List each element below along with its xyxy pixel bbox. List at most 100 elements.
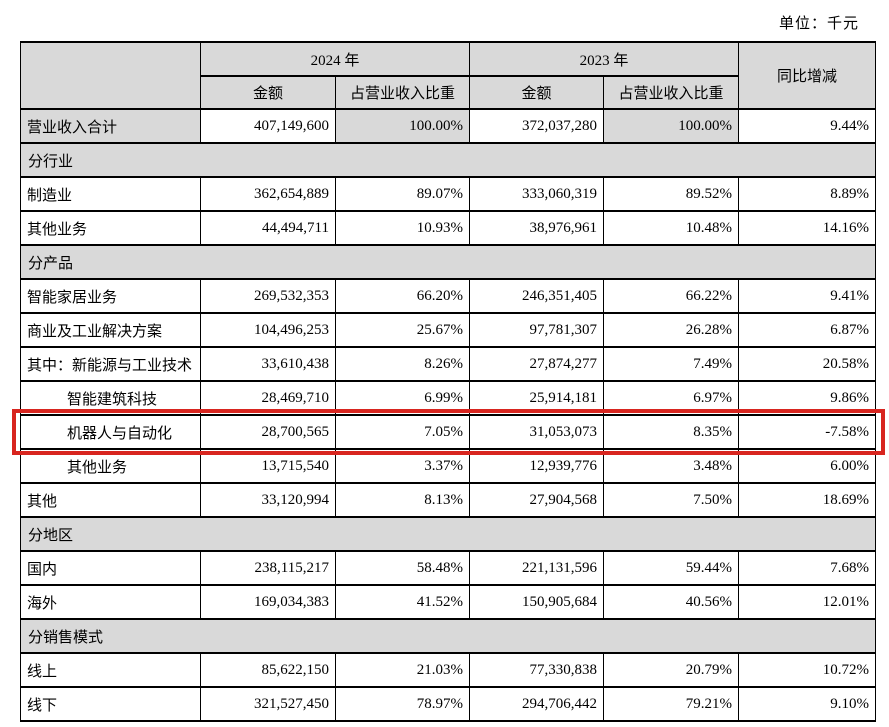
yoy-cell: 9.41% [738, 278, 877, 314]
highlighted-row: 机器人与自动化 28,700,565 7.05% 31,053,073 8.35% -7.… [20, 414, 877, 450]
yoy-cell: 10.72% [738, 652, 877, 688]
ratio-2023-cell: 26.28% [603, 312, 740, 348]
amount-2023-cell: 333,060,319 [469, 176, 605, 212]
row-label-cell: 国内 [20, 550, 201, 586]
ratio-2023-cell: 8.35% [603, 414, 740, 450]
header-amount-2023: 金额 [469, 75, 605, 110]
section-label-cell: 分销售模式 [19, 618, 877, 654]
table-row: 智能家居业务 269,532,353 66.20% 246,351,405 66.22%… [20, 278, 877, 314]
header-amount-2024: 金额 [200, 75, 336, 110]
section-row: 分产品 [19, 244, 877, 280]
yoy-cell: 7.68% [738, 550, 877, 586]
amount-2024-cell: 269,532,353 [200, 278, 336, 314]
amount-2024-cell: 169,034,383 [200, 584, 336, 620]
amount-2023-cell: 12,939,776 [469, 448, 605, 484]
ratio-2023-cell: 79.21% [603, 686, 740, 722]
section-label-cell: 分产品 [19, 244, 877, 280]
header-year-2024: 2024 年 [199, 41, 471, 77]
yoy-cell: 6.00% [738, 448, 877, 484]
row-label-cell: 机器人与自动化 [20, 414, 201, 450]
amount-2024-cell: 28,700,565 [200, 414, 336, 450]
yoy-cell: 9.86% [738, 380, 877, 416]
amount-2023-cell: 221,131,596 [469, 550, 605, 586]
amount-2024-cell: 33,610,438 [200, 346, 336, 382]
ratio-2024-cell: 41.52% [334, 584, 471, 620]
row-label-cell: 智能建筑科技 [20, 380, 201, 416]
amount-2024-cell: 321,527,450 [200, 686, 336, 722]
row-label-cell: 其他业务 [20, 448, 201, 484]
ratio-2023-cell: 7.49% [603, 346, 740, 382]
table-row: 海外 169,034,383 41.52% 150,905,684 40.56% 12.0… [20, 584, 877, 620]
header-yoy: 同比增减 [738, 41, 877, 110]
amount-2023-cell: 27,904,568 [469, 482, 605, 518]
amount-2023-cell: 31,053,073 [469, 414, 605, 450]
yoy-cell: 14.16% [738, 210, 877, 246]
amount-2023-cell: 294,706,442 [469, 686, 605, 722]
table-row: 线上 85,622,150 21.03% 77,330,838 20.79% 10.72% [20, 652, 877, 688]
table-row: 国内 238,115,217 58.48% 221,131,596 59.44% 7.68… [20, 550, 877, 586]
ratio-2024-cell: 8.26% [334, 346, 471, 382]
yoy-cell: 20.58% [738, 346, 877, 382]
section-row: 分地区 [19, 516, 877, 552]
amount-2023-cell: 38,976,961 [469, 210, 605, 246]
table-row: 营业收入合计 407,149,600 100.00% 372,037,280 100.0… [20, 108, 877, 144]
amount-2024-cell: 85,622,150 [200, 652, 336, 688]
row-label-cell: 商业及工业解决方案 [20, 312, 201, 348]
table-row: 商业及工业解决方案 104,496,253 25.67% 97,781,307 26.2… [20, 312, 877, 348]
amount-2023-cell: 246,351,405 [469, 278, 605, 314]
amount-2024-cell: 362,654,889 [200, 176, 336, 212]
amount-2024-cell: 407,149,600 [200, 108, 336, 144]
header-empty-cell [20, 41, 201, 110]
table-row: 智能建筑科技 28,469,710 6.99% 25,914,181 6.97% 9.86… [20, 380, 877, 416]
ratio-2023-cell: 20.79% [603, 652, 740, 688]
header-ratio-2023: 占营业收入比重 [603, 75, 740, 110]
ratio-2024-cell: 7.05% [334, 414, 471, 450]
amount-2024-cell: 44,494,711 [200, 210, 336, 246]
amount-2023-cell: 25,914,181 [469, 380, 605, 416]
table-header: 2024 年 2023 年 同比增减 金额 占营业收入比重 金额 占营业收入比重 [20, 41, 877, 110]
amount-2023-cell: 150,905,684 [469, 584, 605, 620]
yoy-cell: 18.69% [738, 482, 877, 518]
ratio-2024-cell: 8.13% [334, 482, 471, 518]
amount-2024-cell: 238,115,217 [200, 550, 336, 586]
ratio-2024-cell: 78.97% [334, 686, 471, 722]
ratio-2023-cell: 6.97% [603, 380, 740, 416]
ratio-2024-cell: 25.67% [334, 312, 471, 348]
ratio-2023-cell: 89.52% [603, 176, 740, 212]
row-label-cell: 线下 [20, 686, 201, 722]
amount-2024-cell: 28,469,710 [200, 380, 336, 416]
yoy-cell: 8.89% [738, 176, 877, 212]
row-label-cell: 智能家居业务 [20, 278, 201, 314]
ratio-2024-cell: 21.03% [334, 652, 471, 688]
row-label-cell: 海外 [20, 584, 201, 620]
row-label-cell: 其他 [20, 482, 201, 518]
row-label-cell: 营业收入合计 [20, 108, 201, 144]
yoy-cell: 9.44% [738, 108, 877, 144]
yoy-cell: -7.58% [738, 414, 877, 450]
section-label-cell: 分行业 [19, 142, 877, 178]
amount-2023-cell: 372,037,280 [469, 108, 605, 144]
section-row: 分行业 [19, 142, 877, 178]
amount-2024-cell: 33,120,994 [200, 482, 336, 518]
yoy-cell: 12.01% [738, 584, 877, 620]
header-year-2023: 2023 年 [469, 41, 740, 77]
amount-2024-cell: 104,496,253 [200, 312, 336, 348]
ratio-2023-cell: 100.00% [603, 108, 740, 144]
ratio-2023-cell: 66.22% [603, 278, 740, 314]
table-row: 其中：新能源与工业技术 33,610,438 8.26% 27,874,277 7.49… [20, 346, 877, 382]
ratio-2023-cell: 10.48% [603, 210, 740, 246]
row-label-cell: 其他业务 [20, 210, 201, 246]
ratio-2023-cell: 7.50% [603, 482, 740, 518]
table-row: 其他 33,120,994 8.13% 27,904,568 7.50% 18.69% [20, 482, 877, 518]
ratio-2024-cell: 89.07% [334, 176, 471, 212]
amount-2023-cell: 77,330,838 [469, 652, 605, 688]
row-label-cell: 制造业 [20, 176, 201, 212]
table-row: 线下 321,527,450 78.97% 294,706,442 79.21% 9.10… [20, 686, 877, 722]
ratio-2024-cell: 100.00% [334, 108, 471, 144]
ratio-2024-cell: 66.20% [334, 278, 471, 314]
yoy-cell: 9.10% [738, 686, 877, 722]
amount-2023-cell: 27,874,277 [469, 346, 605, 382]
table-row: 其他业务 13,715,540 3.37% 12,939,776 3.48% 6.00% [20, 448, 877, 484]
table-body: 营业收入合计 407,149,600 100.00% 372,037,280 100.0… [19, 108, 877, 722]
ratio-2024-cell: 3.37% [334, 448, 471, 484]
